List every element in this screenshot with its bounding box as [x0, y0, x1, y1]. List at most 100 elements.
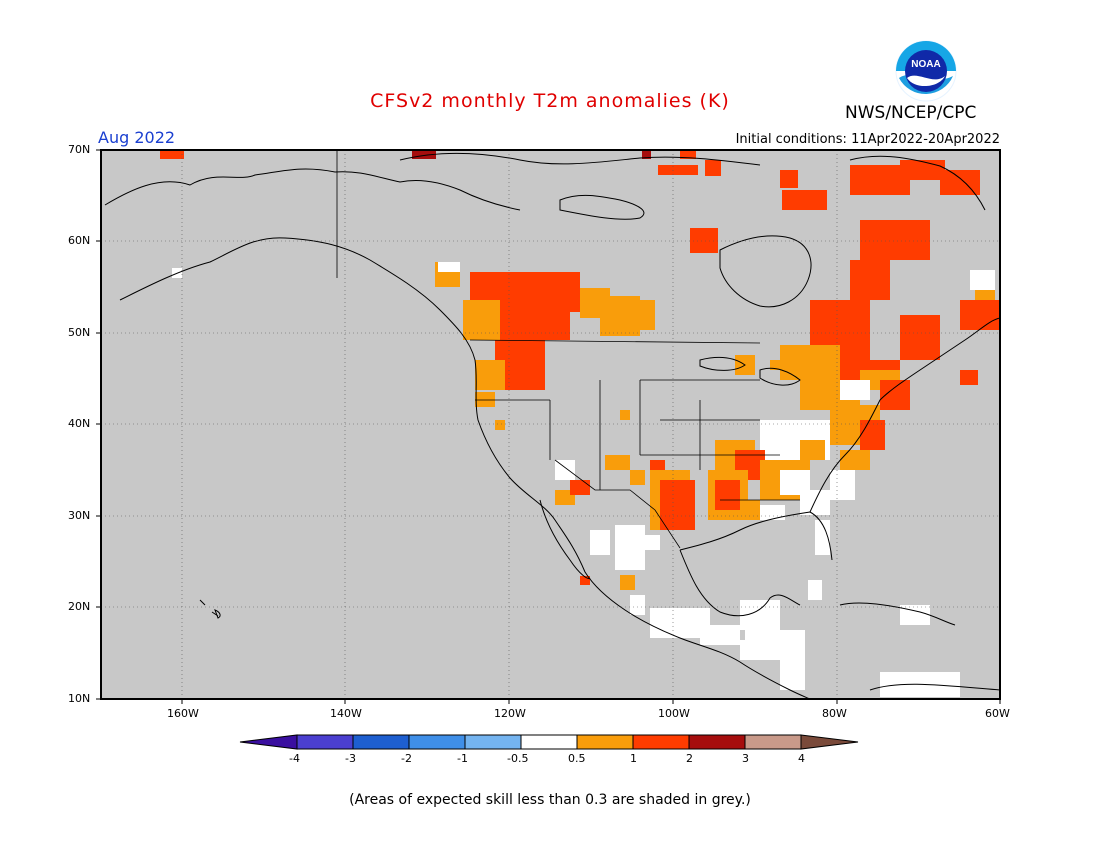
colorbar-bin — [408, 734, 466, 750]
anomaly-cell — [495, 420, 505, 430]
anomaly-cell — [463, 300, 503, 340]
colorbar-bin — [632, 734, 690, 750]
anomaly-cell — [800, 490, 830, 515]
anomaly-cell — [740, 500, 760, 520]
anomaly-cell — [960, 370, 978, 385]
anomaly-cell — [900, 160, 945, 180]
lon-label: 120W — [494, 707, 526, 720]
anomaly-cell — [620, 410, 630, 420]
colorbar-bin — [744, 734, 802, 750]
anomaly-cell — [555, 460, 575, 480]
colorbar-arrow-high — [800, 734, 859, 750]
anomaly-cell — [780, 660, 805, 690]
anomaly-cell — [500, 300, 570, 340]
anomaly-cell — [960, 300, 1000, 330]
coastlines — [104, 152, 1000, 699]
lon-label: 160W — [167, 707, 199, 720]
colorbar-bin — [688, 734, 746, 750]
anomaly-cell — [780, 170, 798, 188]
anomaly-cell — [808, 580, 822, 600]
anomaly-cell — [642, 150, 651, 159]
anomaly-cell — [830, 470, 855, 500]
noaa-logo: NOAA — [895, 40, 957, 102]
lat-label: 20N — [68, 600, 91, 613]
anomaly-cell — [630, 595, 645, 615]
anomaly-cell — [620, 575, 635, 590]
colorbar-bin — [520, 734, 578, 750]
colorbar-bin — [352, 734, 410, 750]
anomaly-cell — [605, 455, 630, 470]
anomaly-cell — [940, 170, 980, 195]
anomaly-cell — [475, 360, 505, 390]
anomaly-cell — [840, 450, 870, 470]
anomaly-cell — [640, 535, 660, 550]
agency-label: NWS/NCEP/CPC — [845, 103, 977, 123]
initial-conditions: Initial conditions: 11Apr2022-20Apr2022 — [735, 132, 1000, 147]
anomaly-cell — [620, 300, 655, 330]
anomaly-cell — [860, 420, 885, 450]
anomaly-cell — [740, 640, 760, 660]
anomaly-cell — [840, 380, 870, 400]
anomaly-cell — [658, 165, 698, 175]
colorbar-label: -2 — [401, 752, 412, 765]
lat-label: 30N — [68, 509, 91, 522]
lat-label: 50N — [68, 326, 91, 339]
anomaly-cell — [680, 150, 696, 159]
anomaly-cell — [660, 480, 695, 530]
lon-label: 140W — [330, 707, 362, 720]
forecast-month: Aug 2022 — [98, 128, 176, 147]
anomaly-cell — [438, 262, 460, 272]
colorbar-label: 0.5 — [568, 752, 586, 765]
map-title: CFSv2 monthly T2m anomalies (K) — [370, 90, 730, 112]
anomaly-cell — [760, 505, 785, 520]
anomaly-cell — [475, 392, 495, 407]
anomaly-cell — [630, 470, 645, 485]
anomaly-cell — [580, 576, 590, 585]
colorbar-bin — [296, 734, 354, 750]
colorbar-label: 2 — [686, 752, 693, 765]
anomaly-cell — [715, 480, 740, 510]
anomaly-cell — [970, 270, 995, 290]
anomaly-cell — [900, 605, 930, 625]
colorbar-label: 3 — [742, 752, 749, 765]
anomaly-cell — [412, 150, 436, 159]
anomaly-cell — [590, 530, 610, 555]
anomaly-cell — [690, 228, 718, 253]
colorbar-label: 4 — [798, 752, 805, 765]
anomaly-cell — [780, 345, 840, 380]
anomaly-cells — [160, 150, 1000, 697]
anomaly-cell — [782, 190, 827, 210]
political-boundaries — [336, 150, 800, 549]
colorbar-label: -4 — [289, 752, 300, 765]
lon-label: 60W — [985, 707, 1010, 720]
anomaly-cell — [650, 460, 665, 470]
anomaly-cell — [800, 440, 825, 460]
lon-label: 100W — [658, 707, 690, 720]
colorbar-label: 1 — [630, 752, 637, 765]
lat-label: 40N — [68, 417, 91, 430]
colorbar-bin — [576, 734, 634, 750]
colorbar-label: -0.5 — [507, 752, 529, 765]
anomaly-cell — [900, 315, 940, 360]
anomaly-cell — [880, 380, 910, 410]
svg-text:NOAA: NOAA — [911, 59, 940, 70]
colorbar-bin — [464, 734, 522, 750]
colorbar-label: -3 — [345, 752, 356, 765]
colorbar — [239, 734, 859, 750]
anomaly-cell — [570, 480, 590, 495]
skill-footnote: (Areas of expected skill less than 0.3 a… — [349, 792, 751, 808]
anomaly-cell — [770, 360, 780, 370]
lon-label: 80W — [822, 707, 847, 720]
anomaly-cell — [850, 260, 890, 300]
lat-label: 60N — [68, 234, 91, 247]
anomaly-cell — [860, 220, 930, 260]
anomaly-cell — [700, 625, 740, 645]
lat-label: 70N — [68, 143, 91, 156]
anomaly-cell — [815, 520, 830, 555]
colorbar-label: -1 — [457, 752, 468, 765]
anomaly-cell — [160, 150, 184, 159]
anomaly-cell — [705, 160, 721, 176]
axis-ticks — [96, 149, 1001, 704]
colorbar-arrow-low — [239, 734, 298, 750]
